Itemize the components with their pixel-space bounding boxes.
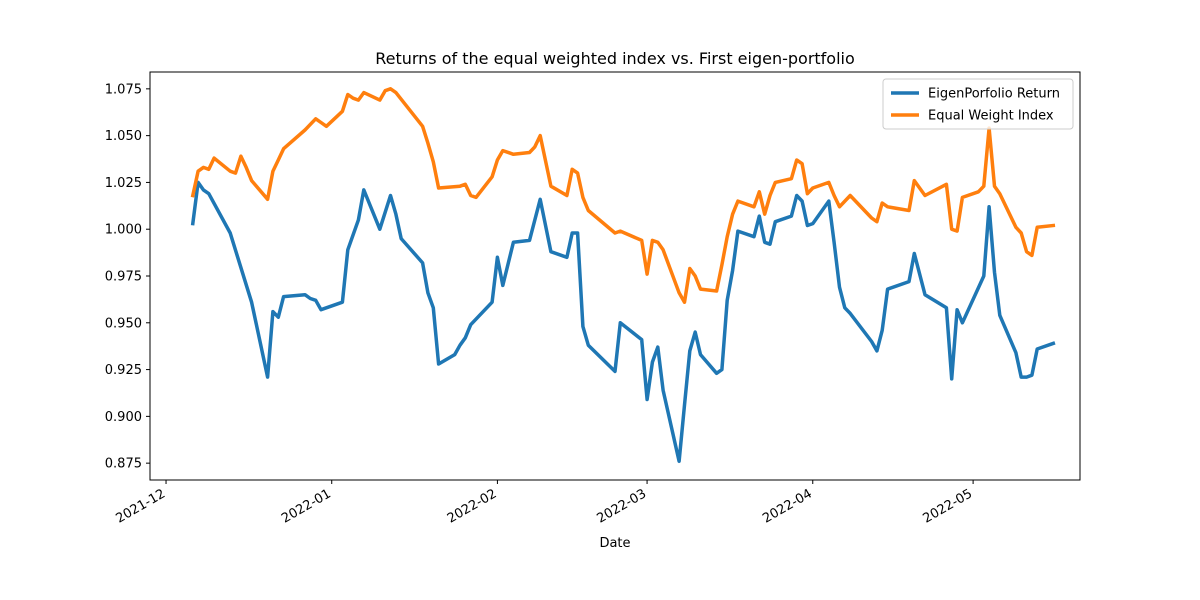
legend-box [882,78,1074,130]
series-line-1 [190,180,1056,464]
series-layer [190,87,1056,464]
y-tick-label: 0.950 [105,316,142,331]
y-tick-label: 0.875 [105,457,142,472]
y-tick-label: 1.000 [105,223,142,238]
series-line-2 [190,87,1056,304]
legend-label-2: Equal Weight Index [928,109,1054,124]
y-tick-label: 0.975 [105,270,142,285]
y-tick-label: 1.025 [105,176,142,191]
y-axis: 0.875 0.900 0.925 0.950 0.975 1.000 1.025 1.050… [105,82,150,472]
y-tick-label: 0.900 [105,410,142,425]
legend: EigenPorfolio Return Equal Weight Index [882,78,1074,130]
x-axis-label: Date [599,536,630,551]
y-tick-label: 1.050 [105,129,142,144]
legend-label-1: EigenPorfolio Return [928,87,1060,102]
chart-title: Returns of the equal weighted index vs. … [375,49,855,68]
y-tick-label: 1.075 [105,82,142,97]
y-tick-label: 0.925 [105,363,142,378]
